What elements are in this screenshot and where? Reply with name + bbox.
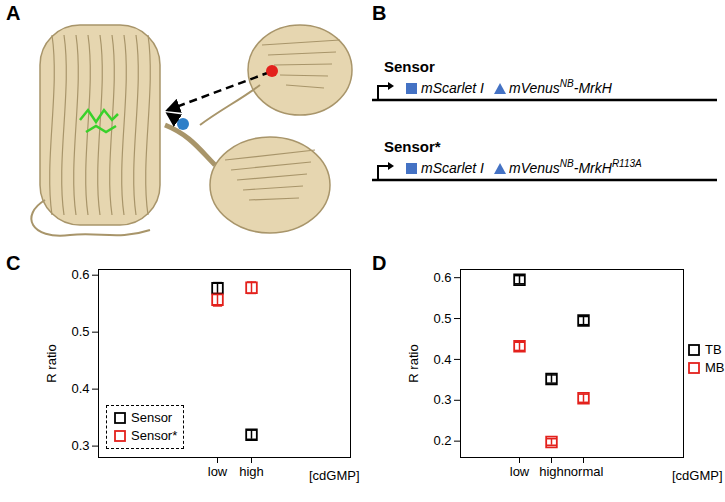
svg-text:mVenusNB-MrkHR113A: mVenusNB-MrkHR113A	[509, 158, 642, 176]
svg-text:0.3: 0.3	[433, 392, 451, 407]
html-text:C: C	[6, 252, 21, 274]
svg-text:0.2: 0.2	[433, 433, 451, 448]
html-text:B: B	[372, 2, 387, 24]
svg-text:normal: normal	[564, 464, 604, 479]
svg-text:[cdGMP]: [cdGMP]	[672, 468, 723, 483]
svg-text:0.5: 0.5	[71, 324, 89, 339]
svg-text:low: low	[208, 464, 228, 479]
html-text:MB: MB	[705, 360, 725, 375]
html-text:TB: TB	[705, 342, 722, 357]
html-text:A: A	[6, 2, 21, 24]
svg-text:low: low	[510, 464, 530, 479]
svg-text:high: high	[539, 464, 564, 479]
svg-text:0.5: 0.5	[433, 311, 451, 326]
svg-text:0.4: 0.4	[433, 352, 451, 367]
svg-text:0.4: 0.4	[71, 381, 89, 396]
svg-text:R ratio: R ratio	[44, 344, 59, 382]
svg-text:[cdGMP]: [cdGMP]	[309, 468, 360, 483]
svg-text:Sensor*: Sensor*	[384, 138, 441, 155]
html-text:Sensor: Sensor	[131, 410, 173, 425]
html-text:D: D	[372, 252, 387, 274]
svg-text:0.6: 0.6	[433, 270, 451, 285]
svg-text:mScarlet I: mScarlet I	[421, 160, 484, 176]
svg-text:mVenusNB-MrkH: mVenusNB-MrkH	[509, 78, 613, 96]
svg-text:0.3: 0.3	[71, 438, 89, 453]
html-text:Sensor*: Sensor*	[131, 428, 178, 443]
svg-text:0.6: 0.6	[71, 267, 89, 282]
svg-text:high: high	[239, 464, 264, 479]
svg-text:R ratio: R ratio	[406, 344, 421, 382]
svg-text:mScarlet I: mScarlet I	[421, 80, 484, 96]
svg-text:Sensor: Sensor	[384, 58, 435, 75]
